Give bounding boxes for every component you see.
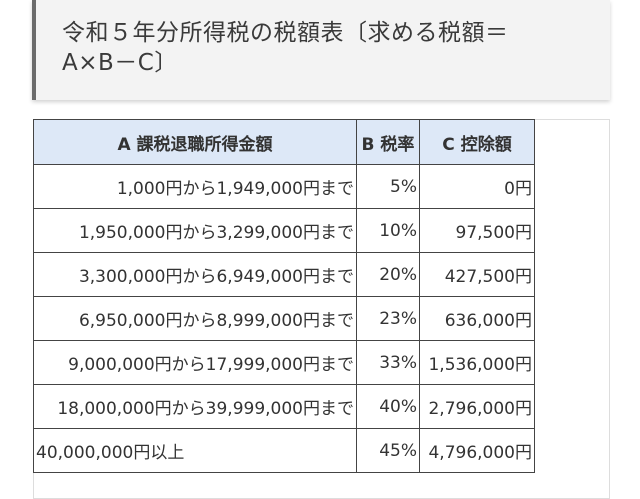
rate-cell: 40%: [356, 384, 420, 429]
deduction-cell: 97,500円: [419, 208, 535, 253]
table-row: 18,000,000円から39,999,000円まで 40% 2,796,000…: [33, 384, 535, 429]
header-deduction: C 控除額: [419, 119, 535, 165]
deduction-cell: 4,796,000円: [419, 428, 535, 473]
table-row: 1,000円から1,949,000円まで 5% 0円: [33, 164, 535, 209]
amount-cell: 9,000,000円から17,999,000円まで: [33, 340, 357, 385]
rate-cell: 20%: [356, 252, 420, 297]
deduction-cell: 427,500円: [419, 252, 535, 297]
deduction-cell: 2,796,000円: [419, 384, 535, 429]
page-title: 令和５年分所得税の税額表〔求める税額＝ A×B－C〕: [62, 20, 509, 76]
amount-cell: 6,950,000円から8,999,000円まで: [33, 296, 357, 341]
amount-cell: 1,950,000円から3,299,000円まで: [33, 208, 357, 253]
rate-cell: 45%: [356, 428, 420, 473]
table-row: 40,000,000円以上 45% 4,796,000円: [33, 428, 535, 473]
deduction-cell: 0円: [419, 164, 535, 209]
tax-rate-table: A 課税退職所得金額 B 税率 C 控除額 1,000円から1,949,000円…: [33, 119, 535, 473]
rate-cell: 23%: [356, 296, 420, 341]
header-taxable-amount: A 課税退職所得金額: [33, 119, 357, 165]
amount-cell: 18,000,000円から39,999,000円まで: [33, 384, 357, 429]
deduction-cell: 636,000円: [419, 296, 535, 341]
deduction-cell: 1,536,000円: [419, 340, 535, 385]
amount-cell: 3,300,000円から6,949,000円まで: [33, 252, 357, 297]
heading-box: 令和５年分所得税の税額表〔求める税額＝ A×B－C〕: [32, 0, 610, 100]
rate-cell: 5%: [356, 164, 420, 209]
table-row: 3,300,000円から6,949,000円まで 20% 427,500円: [33, 252, 535, 297]
amount-cell: 40,000,000円以上: [33, 428, 357, 473]
rate-cell: 33%: [356, 340, 420, 385]
amount-cell: 1,000円から1,949,000円まで: [33, 164, 357, 209]
table-row: 9,000,000円から17,999,000円まで 33% 1,536,000円: [33, 340, 535, 385]
header-tax-rate: B 税率: [356, 119, 420, 165]
table-header-row: A 課税退職所得金額 B 税率 C 控除額: [33, 119, 535, 165]
rate-cell: 10%: [356, 208, 420, 253]
table-row: 1,950,000円から3,299,000円まで 10% 97,500円: [33, 208, 535, 253]
table-row: 6,950,000円から8,999,000円まで 23% 636,000円: [33, 296, 535, 341]
